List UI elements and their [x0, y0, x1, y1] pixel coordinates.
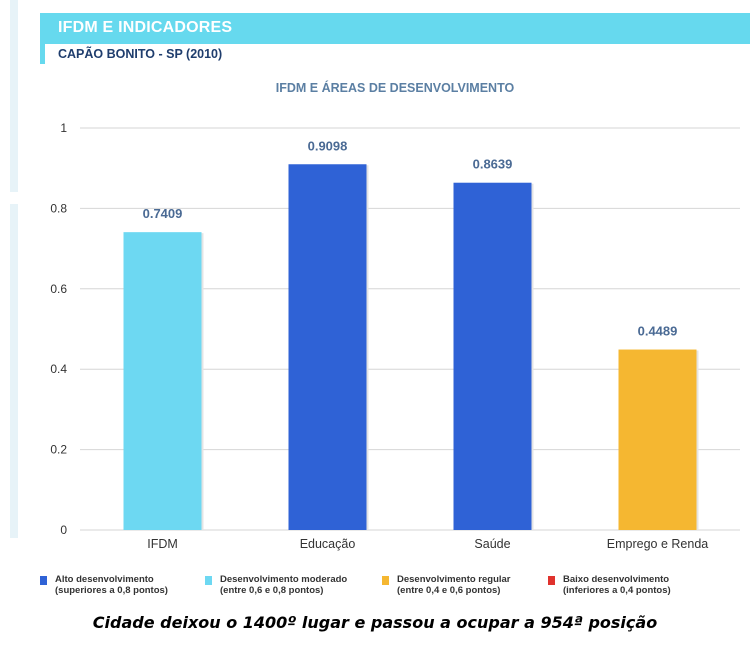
legend-swatch-regular	[382, 576, 389, 585]
header-bar: IFDM E INDICADORES	[40, 13, 750, 44]
x-tick-label: Educação	[300, 537, 356, 551]
data-label: 0.4489	[638, 324, 678, 339]
x-tick-label: Saúde	[474, 537, 510, 551]
x-tick-label: IFDM	[147, 537, 178, 551]
legend-item-moderate: Desenvolvimento moderado (entre 0,6 e 0,…	[205, 574, 347, 596]
legend-swatch-moderate	[205, 576, 212, 585]
left-decor-stripe-bottom	[10, 204, 18, 538]
left-decor-stripe-top	[10, 0, 18, 192]
bar-chart: IFDM E ÁREAS DE DESENVOLVIMENTO 00.20.40…	[50, 80, 740, 551]
legend-swatch-high	[40, 576, 47, 585]
y-tick-label: 0.4	[50, 362, 67, 376]
chart-legend: Alto desenvolvimento (superiores a 0,8 p…	[40, 574, 740, 600]
subheader-title: CAPÃO BONITO - SP (2010)	[58, 47, 223, 61]
legend-detail-regular: (entre 0,4 e 0,6 pontos)	[397, 585, 501, 596]
legend-swatch-low	[548, 576, 555, 585]
x-tick-label: Emprego e Renda	[607, 537, 709, 551]
legend-detail-low: (inferiores a 0,4 pontos)	[563, 585, 671, 596]
data-label: 0.7409	[143, 206, 183, 221]
legend-label-high: Alto desenvolvimento	[55, 574, 154, 585]
y-tick-label: 1	[60, 121, 67, 135]
legend-item-regular: Desenvolvimento regular (entre 0,4 e 0,6…	[382, 574, 511, 596]
legend-item-high: Alto desenvolvimento (superiores a 0,8 p…	[40, 574, 168, 596]
chart-bars	[123, 164, 699, 530]
legend-label-regular: Desenvolvimento regular	[397, 574, 511, 585]
y-tick-label: 0.2	[50, 443, 67, 457]
header-title: IFDM E INDICADORES	[58, 19, 233, 36]
bar	[123, 232, 202, 530]
y-tick-label: 0.8	[50, 201, 67, 215]
bar	[288, 164, 367, 530]
chart-title: IFDM E ÁREAS DE DESENVOLVIMENTO	[276, 80, 515, 95]
bar	[453, 182, 532, 530]
chart-labels: 0 0.2 0.4 0.6 0.8 1 0.7409 IFDM 0.9098 Educação 0.…	[50, 121, 708, 551]
caption: Cidade deixou o 1400º lugar e passou a o…	[92, 613, 658, 632]
y-tick-label: 0	[60, 523, 67, 537]
y-tick-label: 0.6	[50, 282, 67, 296]
legend-detail-high: (superiores a 0,8 pontos)	[55, 585, 168, 596]
data-label: 0.8639	[473, 157, 513, 172]
legend-label-moderate: Desenvolvimento moderado	[220, 574, 348, 585]
bar	[618, 349, 697, 530]
legend-detail-moderate: (entre 0,6 e 0,8 pontos)	[220, 585, 324, 596]
data-label: 0.9098	[308, 138, 348, 153]
legend-label-low: Baixo desenvolvimento	[563, 574, 670, 585]
subheader: CAPÃO BONITO - SP (2010)	[40, 44, 750, 64]
legend-item-low: Baixo desenvolvimento (inferiores a 0,4 …	[548, 574, 671, 596]
